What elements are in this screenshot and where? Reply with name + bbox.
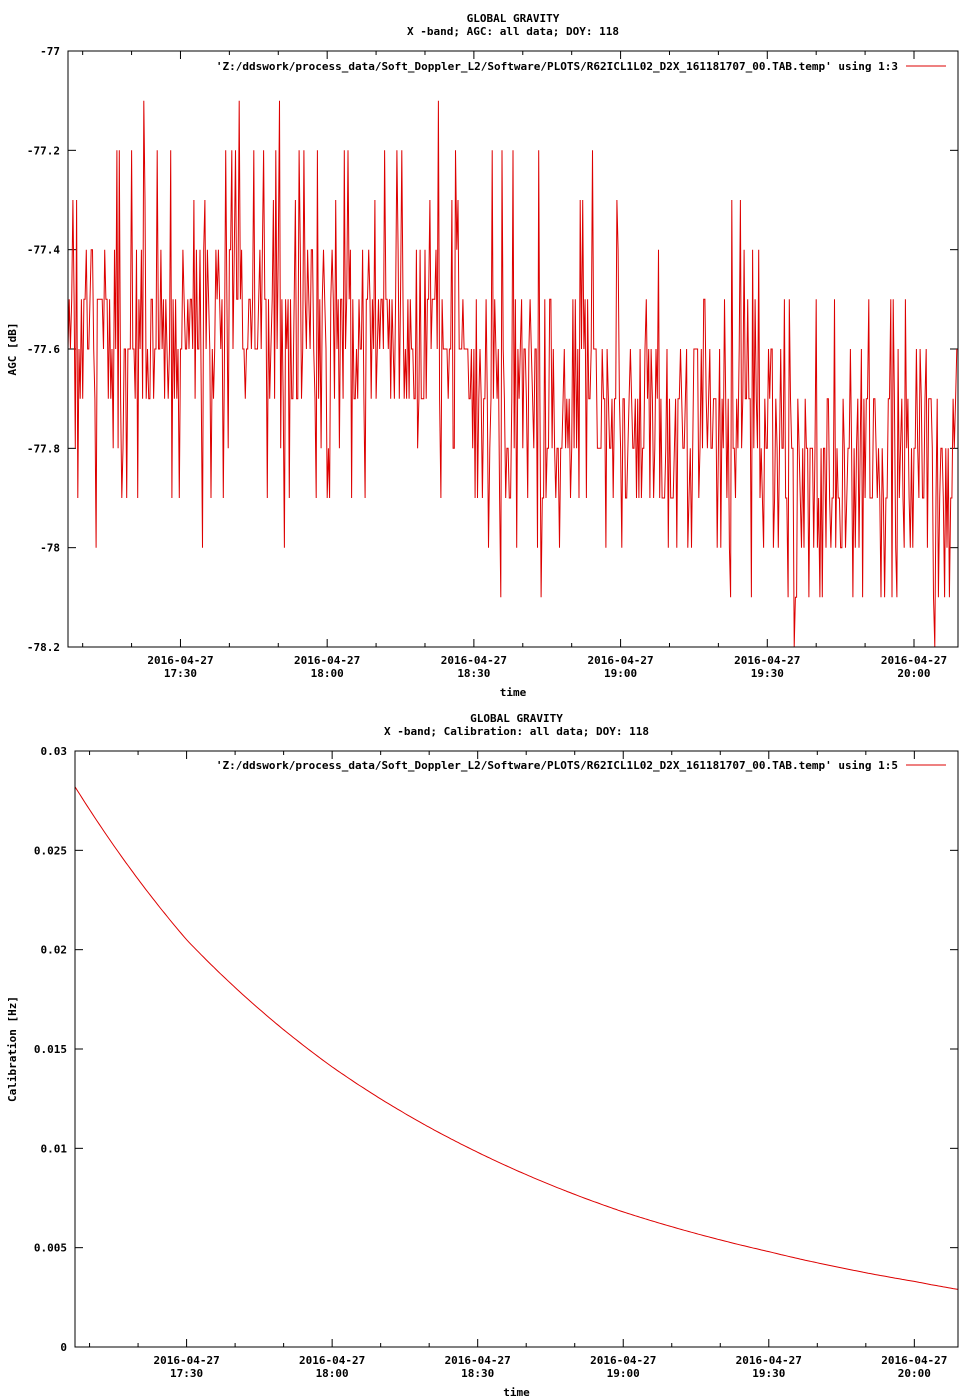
- x-tick-date: 2016-04-27: [881, 654, 947, 667]
- chart-subtitle: X -band; AGC: all data; DOY: 118: [407, 25, 619, 38]
- x-tick-time: 17:30: [164, 667, 197, 680]
- y-tick-label: -78: [40, 542, 60, 555]
- y-tick-label: 0.005: [34, 1242, 67, 1255]
- y-tick-label: -77.2: [27, 144, 60, 157]
- y-tick-label: 0: [60, 1341, 67, 1354]
- y-tick-label: 0.02: [41, 944, 68, 957]
- plot-frame: [67, 50, 959, 648]
- x-tick-time: 19:00: [607, 1367, 640, 1380]
- x-tick-date: 2016-04-27: [590, 1354, 656, 1367]
- y-tick-label: -77.6: [27, 343, 60, 356]
- x-tick-date: 2016-04-27: [299, 1354, 365, 1367]
- x-tick-time: 18:30: [457, 667, 490, 680]
- x-tick-date: 2016-04-27: [441, 654, 507, 667]
- plot-frame: [74, 750, 959, 1348]
- y-tick-label: 0.03: [41, 745, 68, 758]
- legend-label: 'Z:/ddswork/process_data/Soft_Doppler_L2…: [216, 759, 898, 772]
- chart-title: GLOBAL GRAVITY: [470, 712, 563, 725]
- y-tick-label: -77: [40, 45, 60, 58]
- x-tick-date: 2016-04-27: [881, 1354, 947, 1367]
- y-axis-label: AGC [dB]: [6, 323, 19, 376]
- x-tick-date: 2016-04-27: [587, 654, 653, 667]
- x-axis-label: time: [500, 686, 527, 699]
- legend-label: 'Z:/ddswork/process_data/Soft_Doppler_L2…: [216, 60, 898, 73]
- x-tick-date: 2016-04-27: [147, 654, 213, 667]
- x-tick-time: 20:00: [897, 667, 930, 680]
- x-tick-time: 19:00: [604, 667, 637, 680]
- x-tick-date: 2016-04-27: [153, 1354, 219, 1367]
- y-tick-label: -78.2: [27, 641, 60, 654]
- x-tick-time: 20:00: [898, 1367, 931, 1380]
- y-axis-label: Calibration [Hz]: [6, 996, 19, 1102]
- y-tick-label: 0.025: [34, 844, 67, 857]
- x-tick-date: 2016-04-27: [734, 654, 800, 667]
- x-tick-time: 18:30: [461, 1367, 494, 1380]
- series-line: [68, 100, 958, 647]
- chart-title: GLOBAL GRAVITY: [467, 12, 560, 25]
- x-tick-date: 2016-04-27: [736, 1354, 802, 1367]
- chart-subtitle: X -band; Calibration: all data; DOY: 118: [384, 725, 649, 738]
- x-tick-time: 19:30: [751, 667, 784, 680]
- x-tick-time: 17:30: [170, 1367, 203, 1380]
- y-tick-label: 0.01: [41, 1142, 68, 1155]
- series-line: [75, 786, 958, 1290]
- x-axis-label: time: [503, 1386, 530, 1399]
- x-tick-time: 19:30: [752, 1367, 785, 1380]
- x-tick-time: 18:00: [316, 1367, 349, 1380]
- x-tick-date: 2016-04-27: [294, 654, 360, 667]
- y-tick-label: 0.015: [34, 1043, 67, 1056]
- y-tick-label: -77.4: [27, 244, 60, 257]
- y-tick-label: -77.8: [27, 442, 60, 455]
- x-tick-time: 18:00: [311, 667, 344, 680]
- x-tick-date: 2016-04-27: [445, 1354, 511, 1367]
